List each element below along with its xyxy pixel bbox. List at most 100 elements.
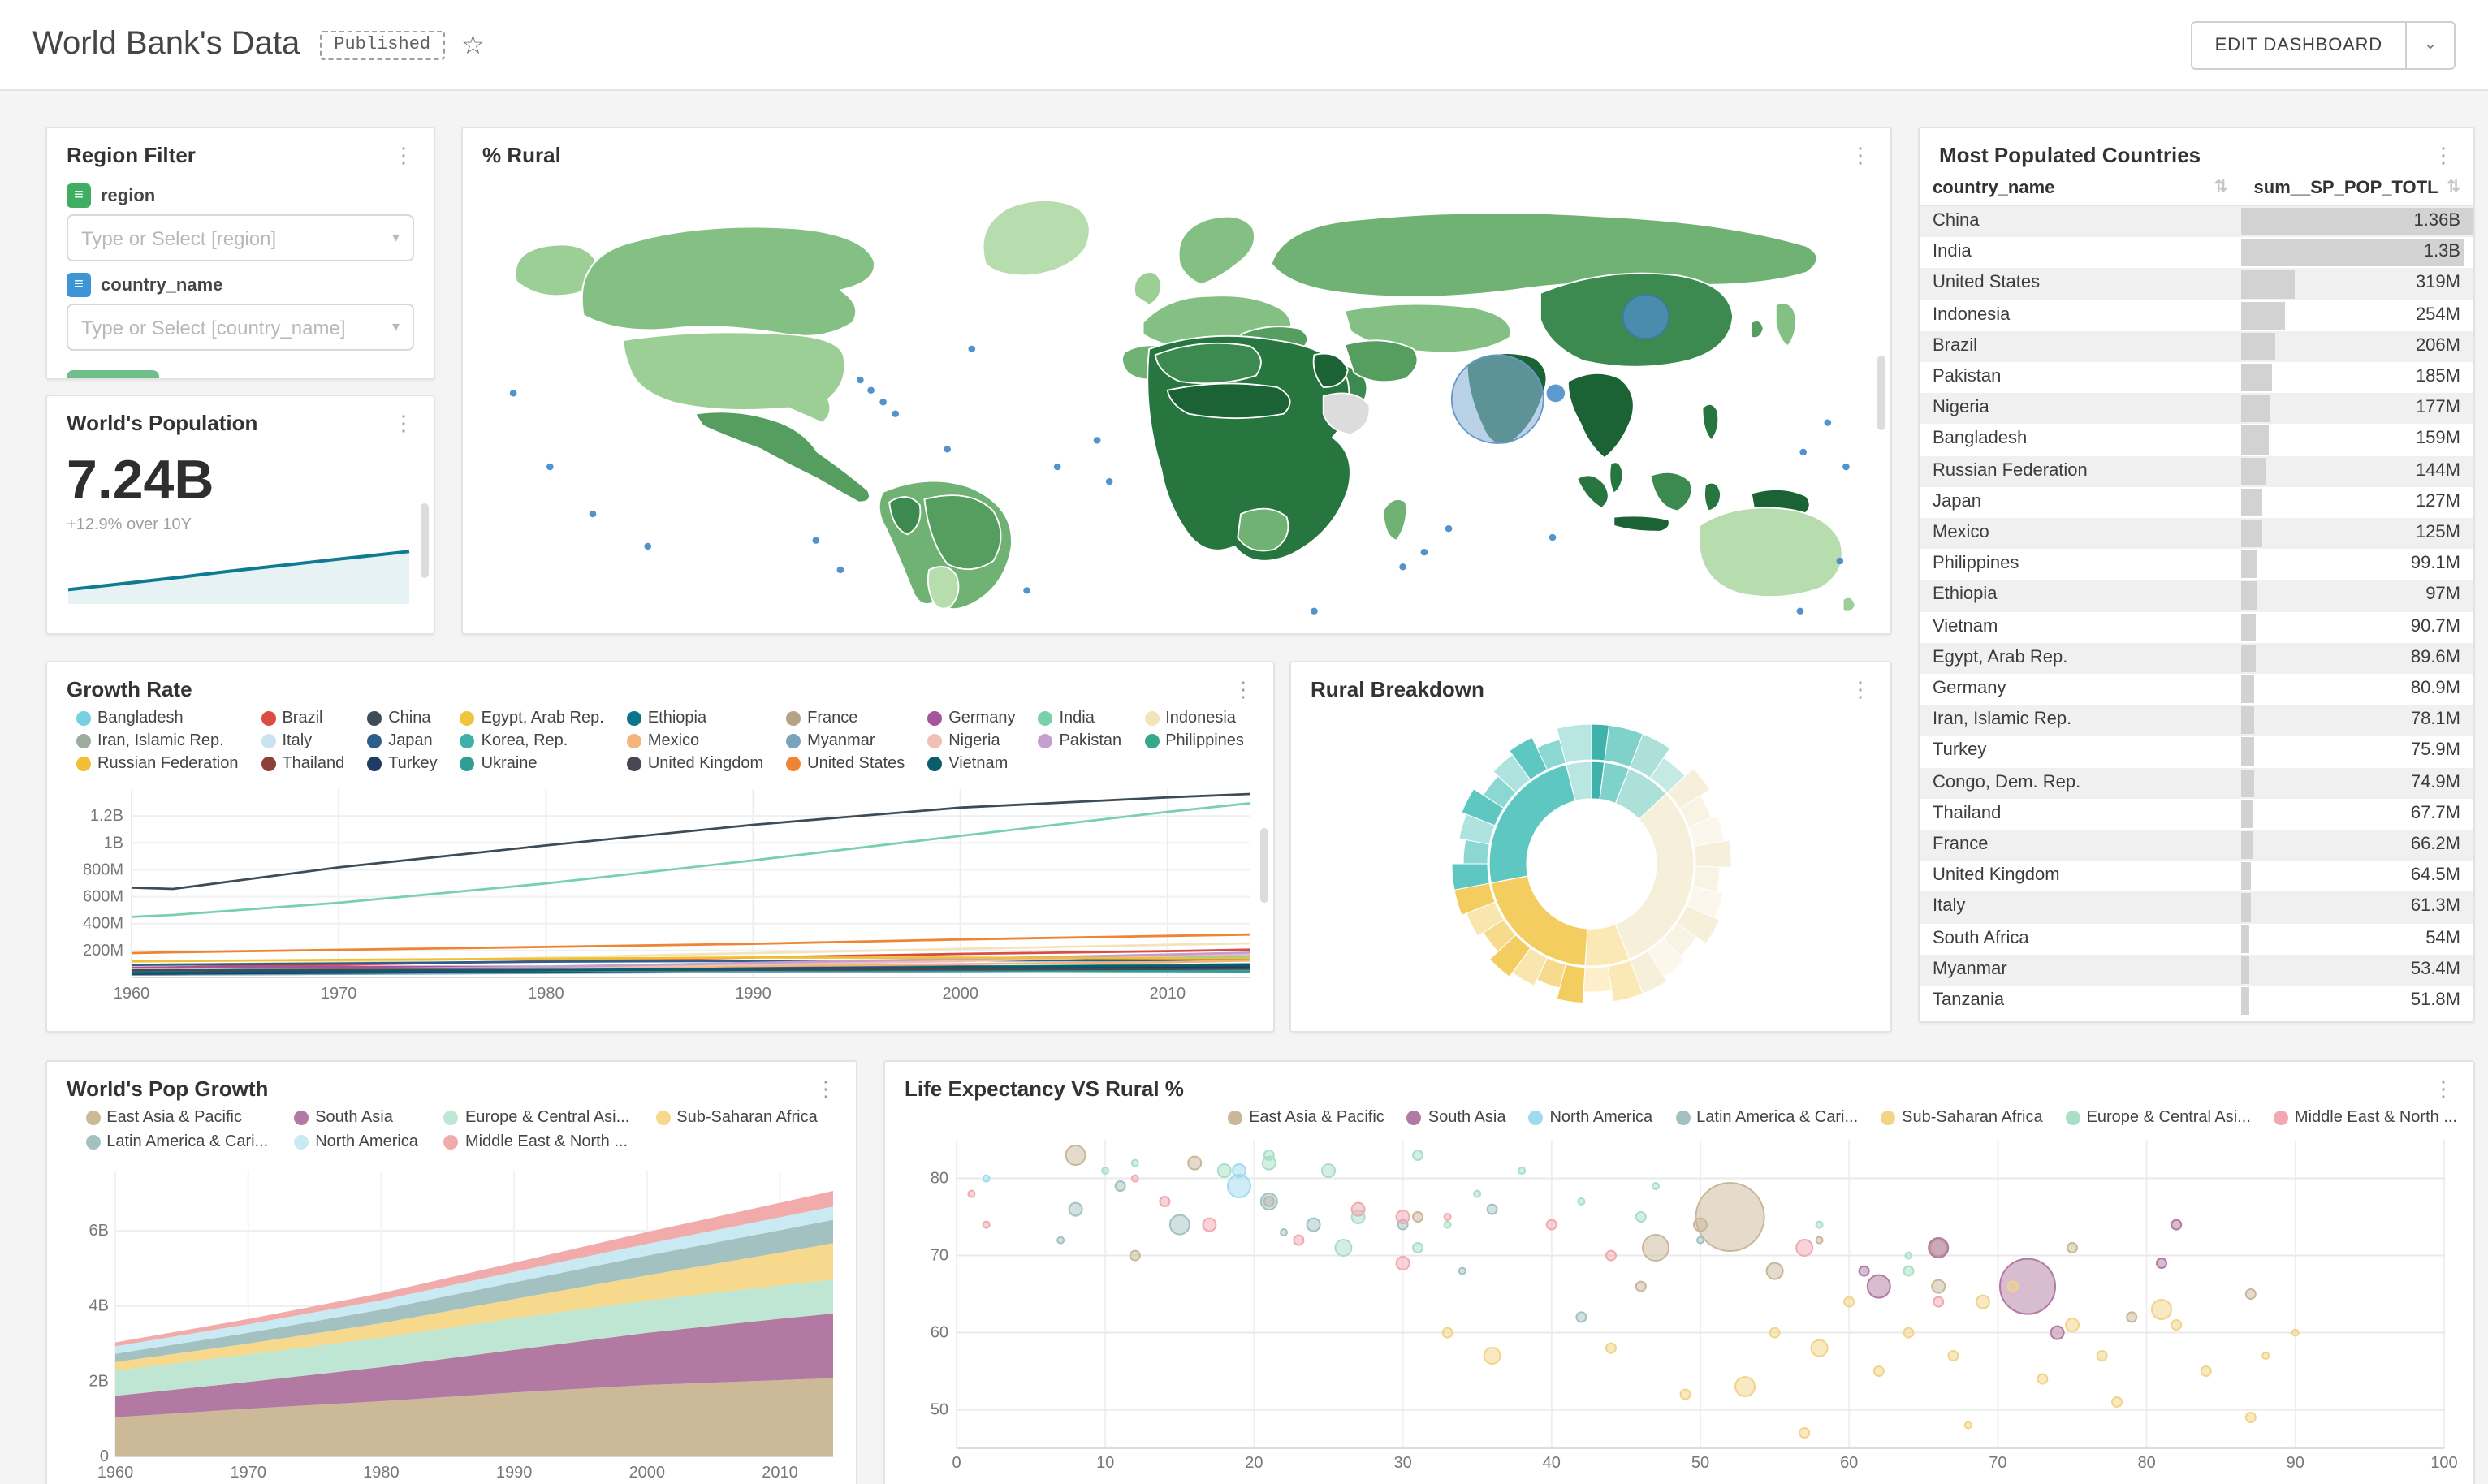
legend-item[interactable]: Sub-Saharan Africa: [1881, 1109, 2043, 1127]
published-badge[interactable]: Published: [319, 30, 446, 59]
legend-item[interactable]: North America: [1528, 1109, 1652, 1127]
table-row: Egypt, Arab Rep. 89.6M: [1920, 642, 2473, 675]
kebab-menu-icon[interactable]: ⋮: [2433, 142, 2454, 166]
legend-item[interactable]: India: [1038, 710, 1121, 727]
card-title: Rural Breakdown: [1311, 677, 1484, 701]
svg-text:1990: 1990: [735, 985, 771, 1003]
country-name-cell: Turkey: [1933, 740, 1987, 761]
legend-item[interactable]: United States: [786, 755, 905, 773]
world-map[interactable]: [489, 175, 1864, 617]
table-row: Italy 61.3M: [1920, 891, 2473, 924]
kebab-menu-icon[interactable]: ⋮: [1850, 676, 1871, 701]
legend-item[interactable]: Brazil: [261, 710, 344, 727]
legend-item[interactable]: Egypt, Arab Rep.: [460, 710, 604, 727]
column-header-population[interactable]: sum__SP_POP_TOTL ⇅: [2240, 172, 2473, 206]
rural-map-card: % Rural ⋮: [461, 127, 1892, 635]
legend-item[interactable]: Italy: [261, 732, 344, 750]
country-name-cell: South Africa: [1933, 928, 2029, 948]
legend-item[interactable]: Japan: [367, 732, 437, 750]
legend-item[interactable]: Mexico: [626, 732, 763, 750]
value-bar: [2240, 737, 2254, 766]
population-value-cell: 319M: [2240, 269, 2473, 300]
legend-item[interactable]: Europe & Central Asi...: [2065, 1109, 2251, 1127]
legend-item[interactable]: South Asia: [1406, 1109, 1505, 1127]
legend-swatch: [76, 757, 92, 771]
svg-text:0: 0: [952, 1454, 961, 1472]
legend-item[interactable]: Iran, Islamic Rep.: [76, 732, 238, 750]
scrollbar[interactable]: [1260, 828, 1268, 904]
table-row: Bangladesh 159M: [1920, 425, 2473, 455]
kebab-menu-icon[interactable]: ⋮: [393, 142, 414, 166]
legend-item[interactable]: Turkey: [367, 755, 438, 773]
svg-text:10: 10: [1096, 1454, 1114, 1472]
legend-item[interactable]: Nigeria: [927, 732, 1015, 750]
legend-item[interactable]: East Asia & Pacific: [85, 1109, 268, 1127]
favorite-star-icon[interactable]: ☆: [461, 32, 485, 59]
population-value-cell: 53.4M: [2240, 955, 2473, 986]
legend-swatch: [261, 757, 276, 771]
population-card: World's Population ⋮ 7.24B +12.9% over 1…: [45, 395, 435, 635]
legend-swatch: [655, 1111, 671, 1125]
kebab-menu-icon[interactable]: ⋮: [393, 410, 414, 434]
scrollbar[interactable]: [421, 503, 429, 578]
legend-item[interactable]: Europe & Central Asi...: [443, 1109, 629, 1127]
kebab-menu-icon[interactable]: ⋮: [815, 1076, 836, 1100]
legend-item[interactable]: Latin America & Cari...: [85, 1133, 268, 1151]
population-value-cell: 64.5M: [2240, 861, 2473, 892]
legend-item[interactable]: Middle East & North ...: [2273, 1109, 2457, 1127]
legend-swatch: [626, 734, 641, 748]
country-name-cell: Vietnam: [1933, 616, 1998, 636]
population-subtitle: +12.9% over 10Y: [67, 516, 192, 534]
legend-item[interactable]: Korea, Rep.: [460, 732, 604, 750]
kebab-menu-icon[interactable]: ⋮: [1233, 676, 1254, 701]
value-bar: [2240, 956, 2250, 985]
population-value-cell: 185M: [2240, 362, 2473, 393]
legend-item[interactable]: South Asia: [294, 1109, 418, 1127]
legend-item[interactable]: Ukraine: [460, 755, 604, 773]
value-bar: [2240, 581, 2257, 610]
apply-button[interactable]: APPLY: [67, 370, 159, 378]
value-bar: [2240, 301, 2285, 330]
header-menu-caret-icon[interactable]: ⌄: [2407, 20, 2456, 69]
svg-text:80: 80: [2137, 1454, 2155, 1472]
legend-swatch: [786, 711, 801, 726]
kebab-menu-icon[interactable]: ⋮: [1850, 142, 1871, 166]
legend-item[interactable]: China: [367, 710, 437, 727]
column-header-country[interactable]: country_name ⇅: [1920, 172, 2241, 206]
legend-item[interactable]: North America: [294, 1133, 418, 1151]
value-bar: [2240, 644, 2257, 673]
scrollbar[interactable]: [1877, 355, 1885, 430]
legend-item[interactable]: Indonesia: [1144, 710, 1244, 727]
legend-item[interactable]: Philippines: [1144, 732, 1244, 750]
legend-swatch: [1038, 734, 1053, 748]
legend-item[interactable]: Bangladesh: [76, 710, 238, 727]
edit-dashboard-button[interactable]: EDIT DASHBOARD: [2190, 20, 2407, 69]
region-select[interactable]: Type or Select [region] ▾: [67, 214, 414, 261]
legend-item[interactable]: Germany: [927, 710, 1015, 727]
legend-item[interactable]: Thailand: [261, 755, 344, 773]
legend-item[interactable]: Latin America & Cari...: [1675, 1109, 1858, 1127]
legend-item[interactable]: Vietnam: [927, 755, 1015, 773]
legend-swatch: [1144, 711, 1160, 726]
legend-item[interactable]: Ethiopia: [626, 710, 763, 727]
table-row: China 1.36B: [1920, 205, 2473, 238]
legend-item[interactable]: Pakistan: [1038, 732, 1121, 750]
value-bar: [2240, 332, 2276, 361]
population-value-cell: 51.8M: [2240, 986, 2473, 1016]
legend-item[interactable]: United Kingdom: [626, 755, 763, 773]
country-select[interactable]: Type or Select [country_name] ▾: [67, 304, 414, 351]
kebab-menu-icon[interactable]: ⋮: [2433, 1076, 2454, 1100]
population-value-cell: 67.7M: [2240, 799, 2473, 830]
legend-item[interactable]: France: [786, 710, 905, 727]
rural-breakdown-card: Rural Breakdown ⋮: [1289, 661, 1892, 1033]
sort-icon: ⇅: [2214, 179, 2228, 196]
legend-item[interactable]: Middle East & North ...: [443, 1133, 629, 1151]
legend-item[interactable]: Sub-Saharan Africa: [655, 1109, 818, 1127]
legend-item[interactable]: Myanmar: [786, 732, 905, 750]
table-row: Nigeria 177M: [1920, 393, 2473, 425]
table-row: Vietnam 90.7M: [1920, 611, 2473, 642]
svg-text:2010: 2010: [762, 1464, 798, 1482]
legend-item[interactable]: East Asia & Pacific: [1228, 1109, 1384, 1127]
country-name-cell: Germany: [1933, 679, 2006, 699]
legend-item[interactable]: Russian Federation: [76, 755, 238, 773]
